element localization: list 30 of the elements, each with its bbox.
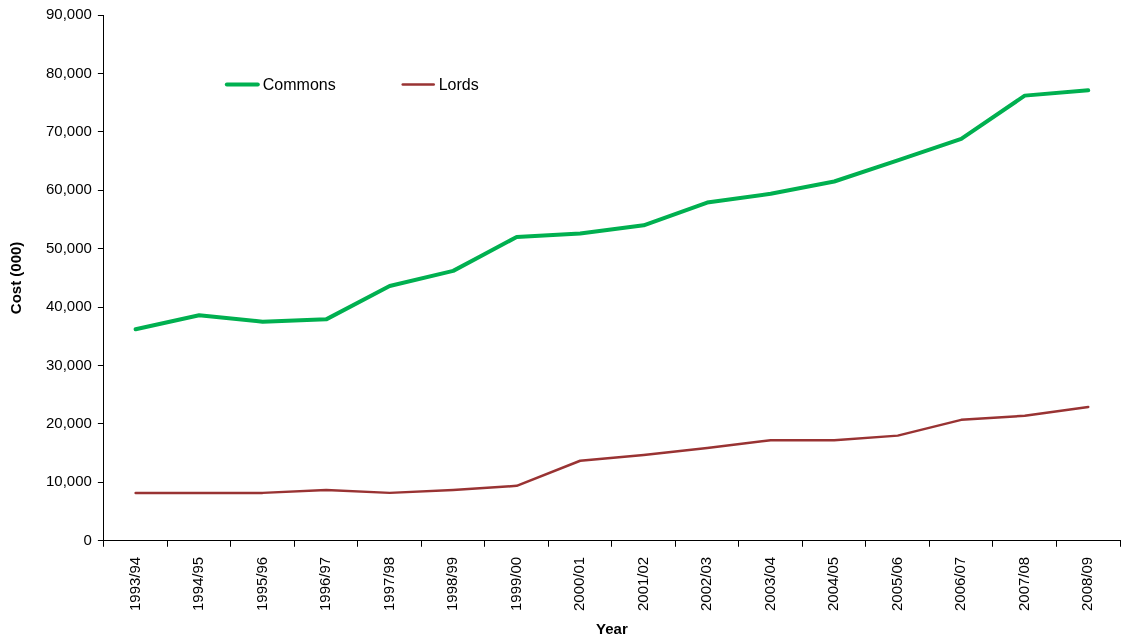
x-axis-title: Year <box>596 620 628 638</box>
x-tick-label: 1996/97 <box>316 556 334 612</box>
legend-label: Lords <box>438 75 479 93</box>
x-tick-label: 1998/99 <box>443 556 461 612</box>
y-tick-label: 0 <box>83 530 92 548</box>
x-tick-label: 1993/94 <box>125 556 143 612</box>
y-tick-label: 40,000 <box>45 297 92 315</box>
y-tick-label: 50,000 <box>45 238 92 256</box>
x-tick-label: 2005/06 <box>887 556 905 612</box>
y-tick-label: 70,000 <box>45 121 92 139</box>
y-tick-label: 60,000 <box>45 180 92 198</box>
x-tick-label: 2006/07 <box>951 556 969 612</box>
y-tick-label: 10,000 <box>45 472 92 490</box>
x-tick-label: 2007/08 <box>1014 556 1032 612</box>
x-tick-label: 2008/09 <box>1078 556 1096 612</box>
y-tick-label: 90,000 <box>45 5 92 23</box>
y-tick-label: 80,000 <box>45 63 92 81</box>
x-tick-label: 1997/98 <box>379 556 397 612</box>
x-tick-label: 2001/02 <box>633 556 651 612</box>
y-tick-label: 30,000 <box>45 355 92 373</box>
x-tick-label: 2002/03 <box>697 556 715 612</box>
x-tick-label: 2004/05 <box>824 556 842 612</box>
y-tick-label: 20,000 <box>45 414 92 432</box>
x-tick-label: 2000/01 <box>570 556 588 612</box>
x-tick-label: 1999/00 <box>506 556 524 612</box>
x-tick-label: 1994/95 <box>189 556 207 612</box>
legend-label: Commons <box>262 75 336 93</box>
y-axis-title: Cost (000) <box>7 241 25 315</box>
x-tick-label: 2003/04 <box>760 556 778 612</box>
x-tick-label: 1995/96 <box>252 556 270 612</box>
